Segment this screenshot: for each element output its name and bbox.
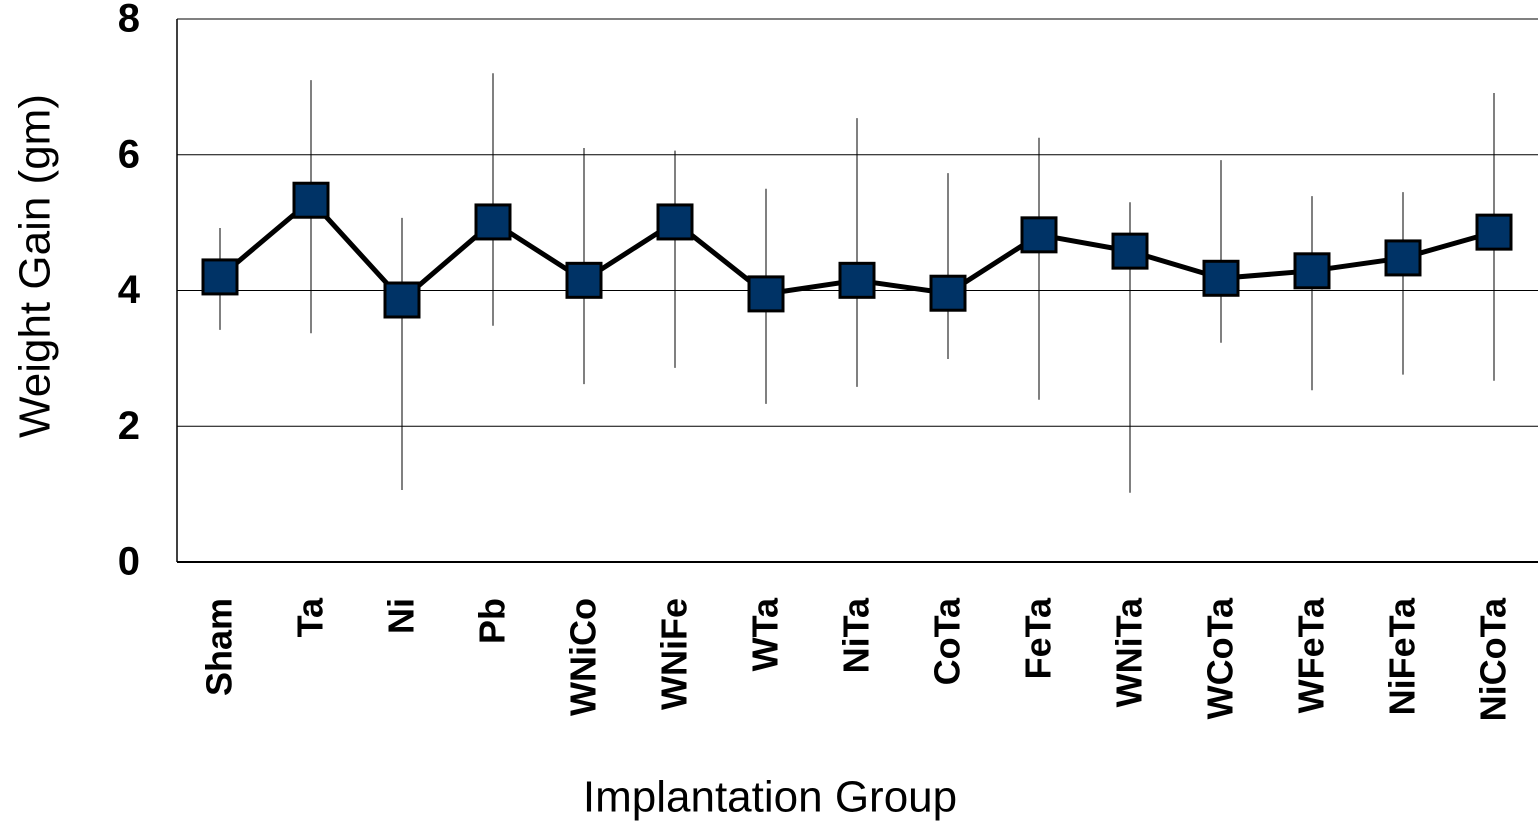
marker [1293,252,1331,290]
x-tick-label: NiCoTa [1473,597,1514,721]
x-tick-label: WNiTa [1109,597,1150,707]
marker [1475,213,1513,251]
marker [1384,239,1422,277]
x-axis-title: Implantation Group [583,773,957,822]
x-tick-label: FeTa [1018,597,1059,679]
x-tick-label: WFeTa [1291,597,1332,713]
marker [474,203,512,241]
x-tick-label: Ni [381,598,422,634]
marker [565,261,603,299]
x-tick-label: Sham [199,598,240,696]
x-tick-label: Pb [472,598,513,644]
x-tick-label: NiTa [836,597,877,673]
y-tick-label: 4 [118,268,141,312]
y-tick-label: 0 [118,540,140,584]
y-tick-label: 2 [118,404,140,448]
marker [656,203,694,241]
marker [1111,232,1149,270]
x-tick-label: WCoTa [1200,597,1241,719]
marker [292,181,330,219]
x-tick-label: WNiCo [563,598,604,716]
marker [747,275,785,313]
y-axis-title: Weight Gain (gm) [11,94,60,438]
marker [1202,259,1240,297]
x-tick-label: WNiFe [654,598,695,710]
x-tick-label: WTa [745,597,786,671]
marker [201,258,239,296]
marker [1020,216,1058,254]
y-tick-label: 8 [118,0,140,41]
y-tick-label: 6 [118,132,140,176]
marker [929,274,967,312]
marker [383,281,421,319]
marker [838,261,876,299]
x-tick-label: NiFeTa [1382,597,1423,715]
x-tick-label: Ta [290,597,331,637]
x-tick-label: CoTa [927,597,968,685]
